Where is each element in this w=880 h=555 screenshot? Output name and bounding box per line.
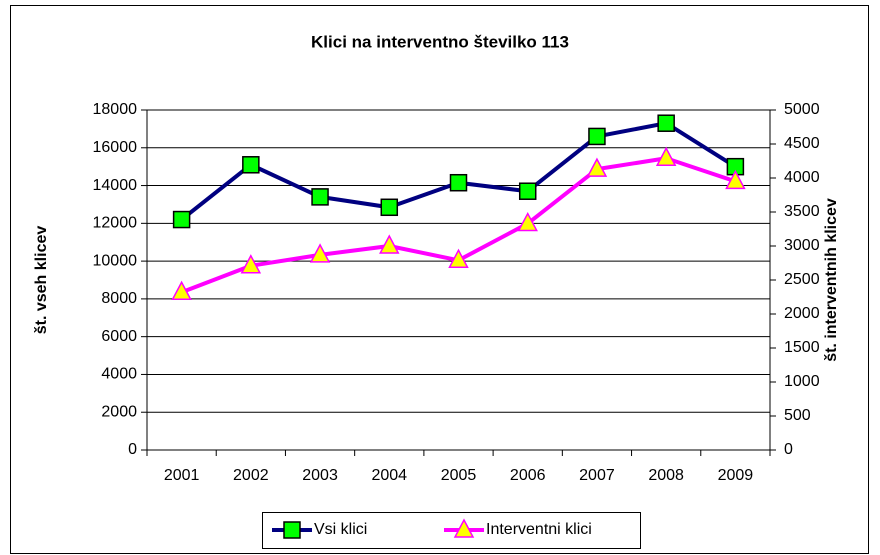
y-axis-title: št. vseh klicev — [33, 226, 50, 335]
y-tick-label: 4000 — [101, 366, 137, 383]
marker — [518, 182, 537, 200]
marker — [379, 234, 400, 254]
y2-tick-label: 0 — [784, 441, 793, 458]
marker — [380, 198, 399, 217]
marker — [311, 188, 329, 206]
y2-tick-label: 1500 — [784, 339, 820, 356]
y-tick-label: 16000 — [93, 139, 138, 156]
y-tick-label: 2000 — [101, 403, 137, 420]
y-tick-label: 14000 — [93, 177, 138, 194]
marker — [586, 157, 608, 177]
y2-tick-label: 2500 — [784, 271, 820, 288]
y-tick-label: 6000 — [101, 328, 137, 345]
marker — [309, 243, 331, 263]
legend-marker — [453, 518, 475, 538]
y2-tick-label: 4000 — [784, 169, 820, 186]
y2-tick-label: 5000 — [784, 101, 820, 118]
marker — [655, 146, 677, 167]
y2-tick-label: 4500 — [784, 135, 820, 152]
chart-title: Klici na interventno številko 113 — [311, 32, 569, 51]
x-tick-label: 2009 — [718, 467, 754, 484]
legend-label: Vsi klici — [314, 521, 367, 538]
marker — [171, 280, 192, 300]
marker — [725, 169, 746, 190]
marker — [240, 254, 262, 274]
y2-tick-label: 2000 — [784, 305, 820, 322]
x-tick-label: 2007 — [579, 467, 615, 484]
y-tick-label: 0 — [128, 441, 137, 458]
y-tick-label: 8000 — [101, 290, 137, 307]
marker — [172, 210, 191, 229]
marker — [657, 114, 675, 132]
marker — [588, 127, 606, 146]
legend-label: Interventni klici — [486, 521, 592, 538]
x-tick-label: 2004 — [371, 467, 407, 484]
y2-tick-label: 3500 — [784, 203, 820, 220]
legend-marker — [283, 521, 301, 539]
y2-tick-label: 500 — [784, 407, 811, 424]
y-tick-label: 12000 — [93, 215, 138, 232]
marker — [449, 173, 468, 192]
x-tick-label: 2003 — [302, 467, 338, 484]
x-tick-label: 2006 — [510, 467, 546, 484]
y-tick-label: 10000 — [93, 252, 138, 269]
y-tick-label: 18000 — [93, 101, 138, 118]
x-tick-label: 2008 — [648, 467, 684, 484]
y2-axis-title: št. interventnih klicev — [823, 198, 840, 362]
marker — [517, 211, 538, 232]
x-tick-label: 2005 — [441, 467, 477, 484]
x-tick-label: 2002 — [233, 467, 269, 484]
marker — [448, 248, 469, 269]
y2-tick-label: 3000 — [784, 237, 820, 254]
x-tick-label: 2001 — [164, 467, 200, 484]
chart-border — [10, 5, 869, 554]
y2-tick-label: 1000 — [784, 373, 820, 390]
marker — [242, 156, 260, 174]
